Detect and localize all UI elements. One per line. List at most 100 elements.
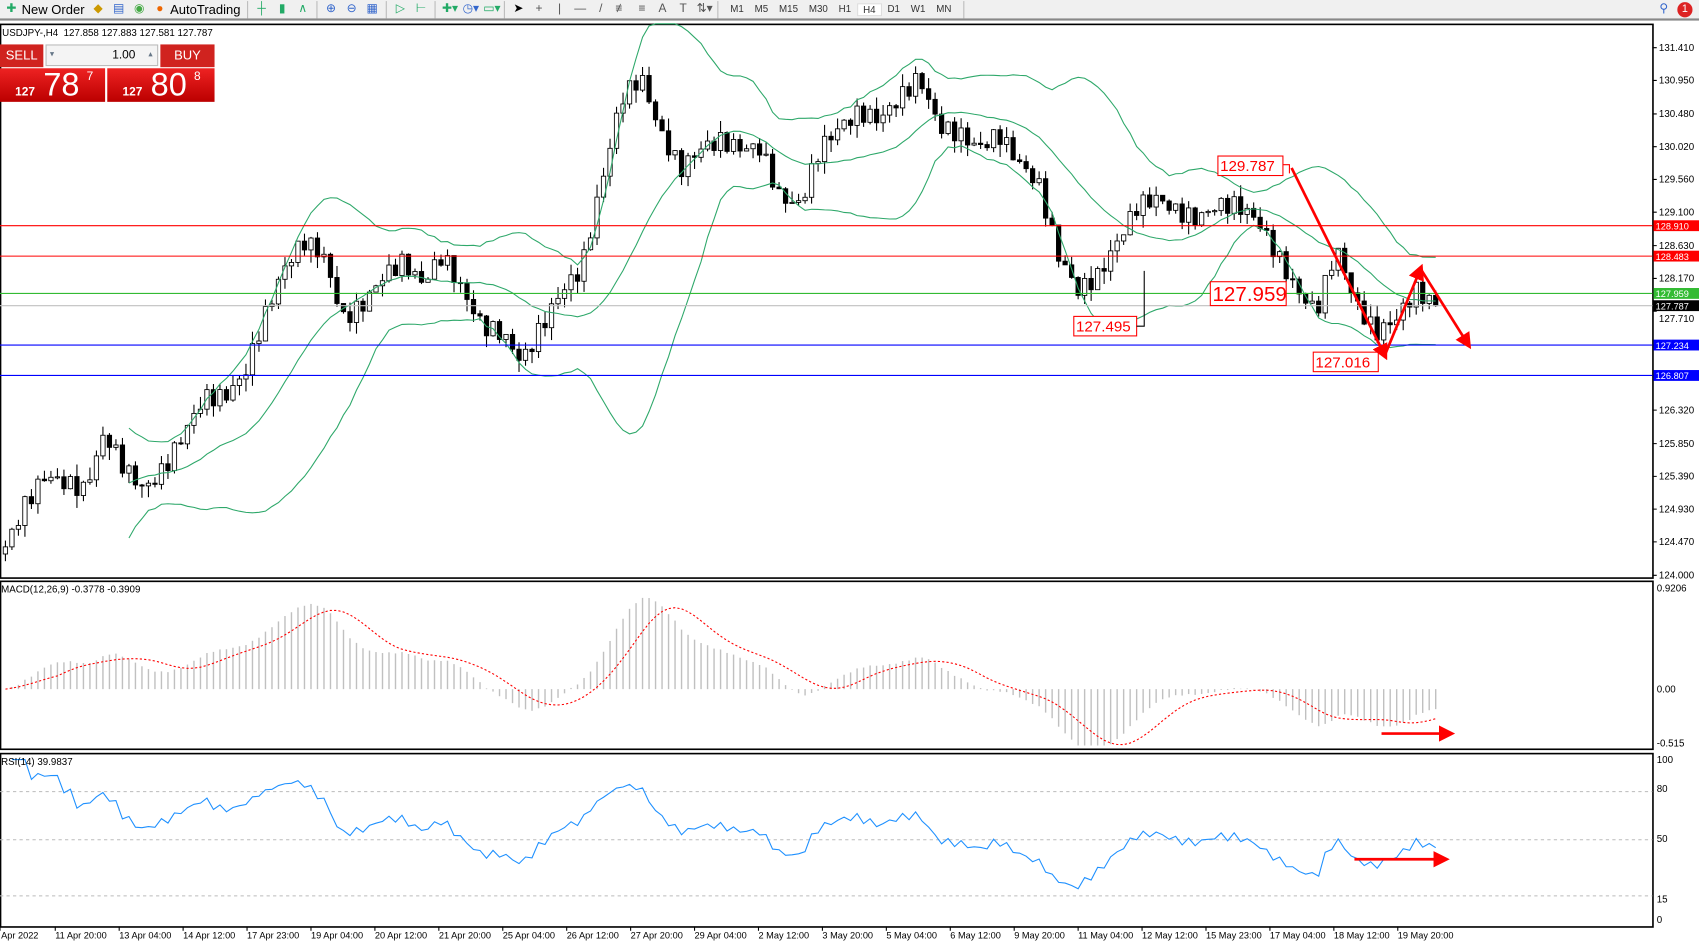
trend-arrow[interactable] <box>1290 167 1388 361</box>
price-annotation: 127.959 <box>1212 283 1286 306</box>
horizontal-line-icon[interactable]: — <box>574 2 587 16</box>
bull-candle <box>789 201 795 204</box>
bear-candle <box>119 444 126 474</box>
bear-candle <box>724 132 730 152</box>
indicators-icon[interactable]: ✚▾ <box>442 2 459 16</box>
time-axis-label: 14 Apr 12:00 <box>183 930 235 940</box>
crosshair-icon[interactable]: + <box>535 2 543 16</box>
volume-increase-icon[interactable]: ▴ <box>148 48 153 59</box>
bear-candle <box>1192 207 1198 226</box>
macd-axis-label: 0.00 <box>1657 684 1677 695</box>
bull-candle <box>308 237 314 251</box>
volume-decrease-icon[interactable]: ▾ <box>49 48 55 59</box>
price-axis-label: 126.320 <box>1659 405 1695 416</box>
bear-candle <box>1257 216 1263 229</box>
pane-frame <box>0 752 1654 928</box>
bear-candle <box>873 108 880 124</box>
bull-candle <box>854 105 860 126</box>
sell-price[interactable]: 127 78 7 <box>0 68 106 102</box>
one-click-trading-panel: SELL ▾ 1.00 ▴ BUY 127 78 7 127 80 8 <box>0 44 215 102</box>
text-icon[interactable]: A <box>658 2 667 16</box>
price-axis-label: 128.170 <box>1659 274 1695 285</box>
timeframe-h4[interactable]: H4 <box>856 2 883 16</box>
terminal-icon[interactable]: ▤ <box>113 2 125 16</box>
buy-price[interactable]: 127 80 8 <box>107 68 215 102</box>
symbol-label: USDJPY-,H4 <box>2 27 59 38</box>
timeframe-m15[interactable]: M15 <box>779 2 799 14</box>
notification-badge[interactable]: 1 <box>1677 1 1693 17</box>
bull-candle <box>945 121 951 134</box>
bull-candle <box>958 127 964 142</box>
bear-candle <box>470 299 477 315</box>
bear-candle <box>1238 196 1244 215</box>
bar-chart-icon[interactable]: ┼ <box>257 2 266 16</box>
price-annotation-box[interactable] <box>1312 351 1379 373</box>
bull-candle <box>912 73 919 97</box>
bull-candle <box>249 343 256 376</box>
time-axis-label: 12 May 12:00 <box>1142 930 1198 940</box>
bear-candle <box>139 484 145 487</box>
cursor-icon[interactable]: ➤ <box>513 2 524 16</box>
vertical-line-icon[interactable]: | <box>558 2 562 16</box>
bull-candle <box>1036 178 1042 184</box>
text-label-icon[interactable]: T <box>679 2 687 16</box>
sell-button[interactable]: SELL <box>0 44 44 68</box>
timeframe-w1[interactable]: W1 <box>910 2 926 14</box>
bull-candle <box>730 139 737 152</box>
timeframe-h1[interactable]: H1 <box>838 2 852 14</box>
history-icon[interactable]: ◆ <box>93 2 103 16</box>
trend-arrow[interactable] <box>1419 267 1472 350</box>
bear-candle <box>678 150 685 178</box>
arrows-icon[interactable]: ⇅▾ <box>696 2 713 16</box>
bear-candle <box>782 188 789 204</box>
tile-windows-icon[interactable]: ▦ <box>366 2 378 16</box>
bear-candle <box>509 333 516 350</box>
timeframe-m1[interactable]: M1 <box>730 2 744 14</box>
level-price-label: 126.807 <box>1656 371 1689 381</box>
search-icon[interactable]: ⚲ <box>1659 2 1669 16</box>
bear-candle <box>74 476 80 496</box>
macd-label: MACD(12,26,9) -0.3778 -0.3909 <box>1 585 140 596</box>
candlestick-icon[interactable]: ▮ <box>278 2 286 16</box>
bear-candle <box>997 129 1003 145</box>
bull-candle <box>22 496 28 526</box>
bear-candle <box>652 101 659 121</box>
timeframe-m30[interactable]: M30 <box>808 2 828 14</box>
timeframe-m5[interactable]: M5 <box>754 2 769 14</box>
bear-candle <box>405 253 412 276</box>
price-annotation: 127.016 <box>1315 354 1370 371</box>
trend-arrow[interactable] <box>1383 263 1424 356</box>
bull-candle <box>67 476 74 490</box>
periods-icon[interactable]: ◷▾ <box>462 2 480 16</box>
trendline-icon[interactable]: / <box>599 2 603 16</box>
autoscroll-icon[interactable]: ▷ <box>395 2 405 16</box>
bull-candle <box>626 80 633 105</box>
channel-icon[interactable]: ≡ <box>638 2 646 16</box>
time-axis-label: 6 May 12:00 <box>950 930 1001 940</box>
price-annotation-box[interactable] <box>1217 155 1284 177</box>
bull-candle <box>321 253 327 258</box>
candles <box>2 66 1439 562</box>
autotrading-button[interactable]: ● AutoTrading <box>153 2 240 17</box>
price-annotation-box[interactable] <box>1209 281 1287 307</box>
volume-input[interactable]: ▾ 1.00 ▴ <box>45 44 159 67</box>
fibonacci-icon[interactable]: ≢ <box>615 2 628 16</box>
chart-shift-icon[interactable]: ⊢ <box>415 2 427 16</box>
timeframe-d1[interactable]: D1 <box>887 2 900 14</box>
price-chart[interactable]: 131.410 130.950 130.480 130.020 129.560 129.1… <box>0 23 1699 944</box>
bear-candle <box>1023 161 1029 170</box>
new-order-button[interactable]: ✚ New Order <box>4 2 84 17</box>
macd-axis-label: 0.9206 <box>1657 584 1687 595</box>
rsi-axis-label: 15 <box>1657 895 1668 906</box>
line-chart-icon[interactable]: ∧ <box>298 2 308 16</box>
bull-candle <box>80 481 87 496</box>
bear-candle <box>1179 203 1185 223</box>
signal-icon[interactable]: ◉ <box>134 2 145 16</box>
zoom-out-icon[interactable]: ⊖ <box>346 2 357 16</box>
templates-icon[interactable]: ▭▾ <box>483 2 501 16</box>
zoom-in-icon[interactable]: ⊕ <box>325 2 336 16</box>
timeframe-mn[interactable]: MN <box>936 2 952 14</box>
bear-candle <box>392 264 399 276</box>
buy-button[interactable]: BUY <box>160 44 215 68</box>
bull-candle <box>1329 269 1335 276</box>
